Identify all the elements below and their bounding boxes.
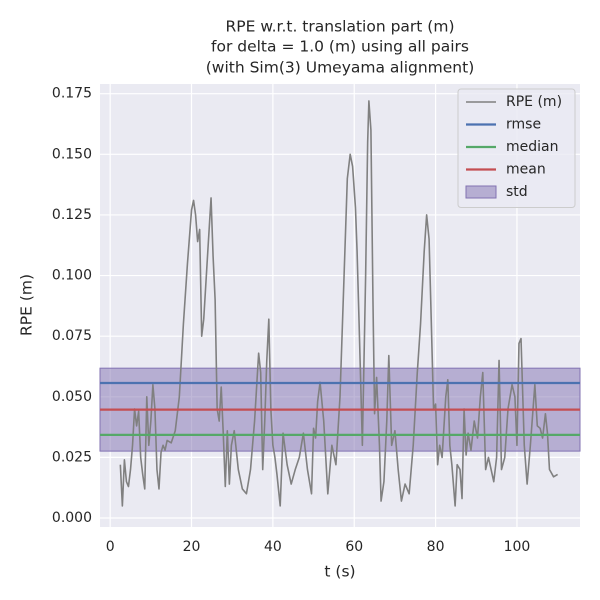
y-tick-label: 0.150 bbox=[52, 146, 92, 162]
chart-title: RPE w.r.t. translation part (m) bbox=[225, 18, 454, 36]
x-tick-label: 0 bbox=[106, 539, 115, 555]
data-line bbox=[119, 100, 559, 507]
chart-title: (with Sim(3) Umeyama alignment) bbox=[206, 59, 475, 77]
legend: RPE (m) rmse median mean std bbox=[457, 88, 576, 208]
x-tick-label: 100 bbox=[504, 539, 531, 555]
x-tick-label: 40 bbox=[264, 539, 282, 555]
x-axis-label: t (s) bbox=[324, 563, 355, 581]
x-tick-label: 20 bbox=[183, 539, 201, 555]
y-tick-label: 0.125 bbox=[52, 207, 92, 223]
x-tick-label: 60 bbox=[345, 539, 363, 555]
y-tick-label: 0.000 bbox=[52, 510, 92, 526]
x-tick-label: 80 bbox=[427, 539, 445, 555]
y-tick-label: 0.075 bbox=[52, 328, 92, 344]
y-tick-label: 0.100 bbox=[52, 268, 92, 284]
legend-label: std bbox=[506, 184, 528, 200]
y-tick-label: 0.025 bbox=[52, 449, 92, 465]
y-tick-label: 0.175 bbox=[52, 86, 92, 102]
legend-label: rmse bbox=[506, 117, 541, 133]
legend-label: RPE (m) bbox=[506, 94, 562, 110]
legend-label: mean bbox=[506, 162, 546, 178]
legend-box bbox=[457, 88, 576, 208]
chart-title: for delta = 1.0 (m) using all pairs bbox=[211, 38, 469, 56]
legend-swatch bbox=[465, 185, 497, 199]
plot-marks bbox=[99, 100, 581, 507]
y-tick-label: 0.050 bbox=[52, 389, 92, 405]
y-axis-label: RPE (m) bbox=[18, 274, 36, 336]
legend-label: median bbox=[506, 139, 558, 155]
